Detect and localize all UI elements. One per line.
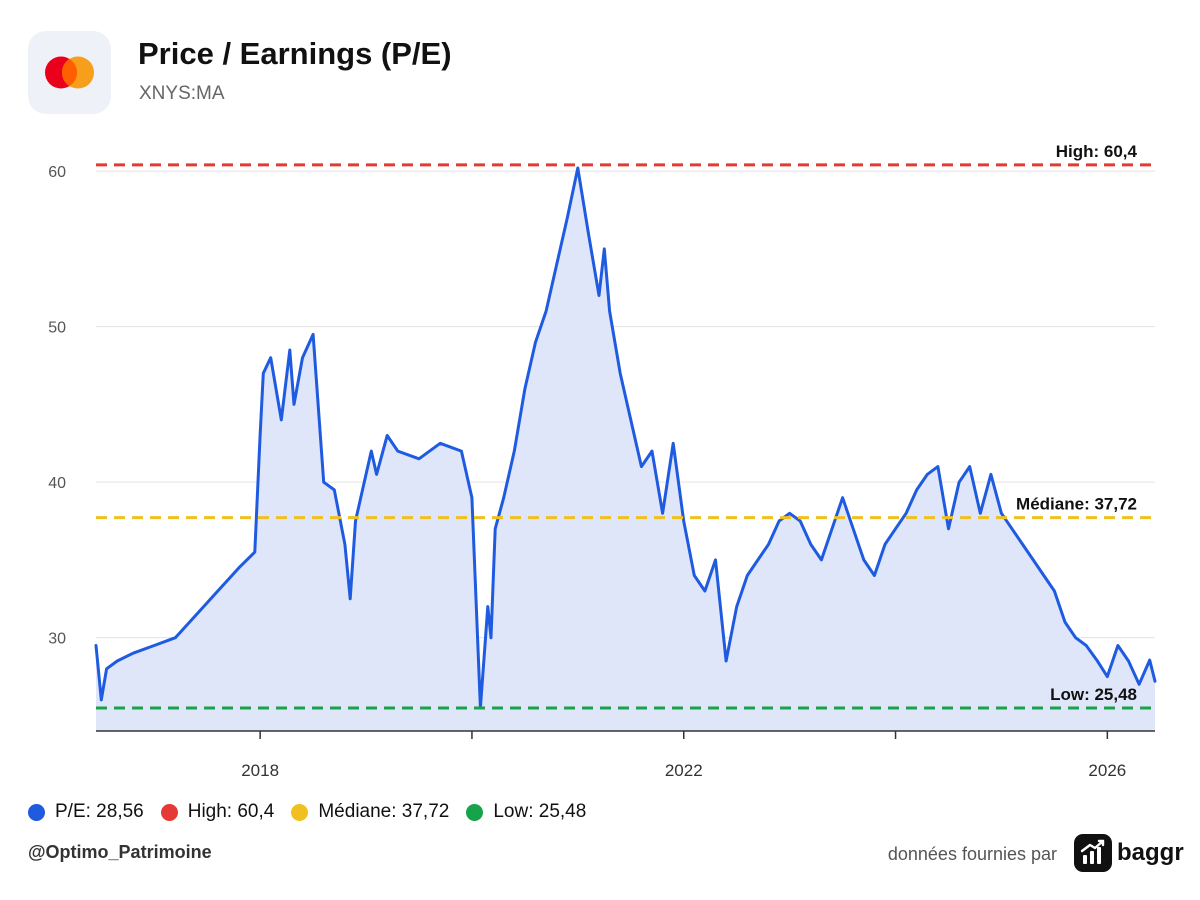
author-handle: @Optimo_Patrimoine — [28, 842, 212, 862]
y-tick-label: 60 — [48, 164, 66, 181]
x-tick-label: 2026 — [1088, 761, 1126, 780]
low-reference-label: Low: 25,48 — [1050, 685, 1137, 704]
high-reference-label: High: 60,4 — [1056, 142, 1138, 161]
pe-area — [96, 168, 1155, 731]
legend-dot — [160, 803, 178, 821]
y-tick-label: 40 — [48, 475, 66, 492]
brand-name: baggr — [1117, 839, 1184, 866]
legend-dot — [466, 803, 484, 821]
legend-label: Low: 25,48 — [493, 801, 587, 822]
chart-title: Price / Earnings (P/E) — [138, 36, 452, 71]
y-tick-label: 30 — [48, 631, 66, 648]
legend-label: Médiane: 37,72 — [318, 801, 450, 822]
legend-item: Low: 25,48 — [466, 801, 586, 823]
y-tick-label: 50 — [48, 320, 66, 337]
mastercard-logo-icon — [28, 31, 111, 114]
legend-label: High: 60,4 — [187, 801, 275, 822]
legend-item: Médiane: 37,72 — [291, 801, 449, 823]
mdiane-reference-label: Médiane: 37,72 — [1016, 495, 1137, 514]
legend-item: P/E: 28,56 — [28, 801, 144, 823]
chart-legend: P/E: 28,56 High: 60,4 Médiane: 37,72 Low: 2… — [28, 801, 603, 823]
pe-line — [94, 166, 1157, 710]
legend-label: P/E: 28,56 — [55, 801, 144, 822]
ticker-subtitle: XNYS:MA — [139, 83, 225, 104]
baggr-chart-logo-icon — [1074, 834, 1112, 872]
data-provider-text: données fournies par — [887, 844, 1057, 864]
legend-dot — [291, 803, 309, 821]
legend-item: High: 60,4 — [160, 801, 275, 823]
x-tick-label: 2018 — [241, 761, 279, 780]
x-tick-label: 2022 — [665, 761, 703, 780]
legend-dot — [28, 803, 45, 821]
